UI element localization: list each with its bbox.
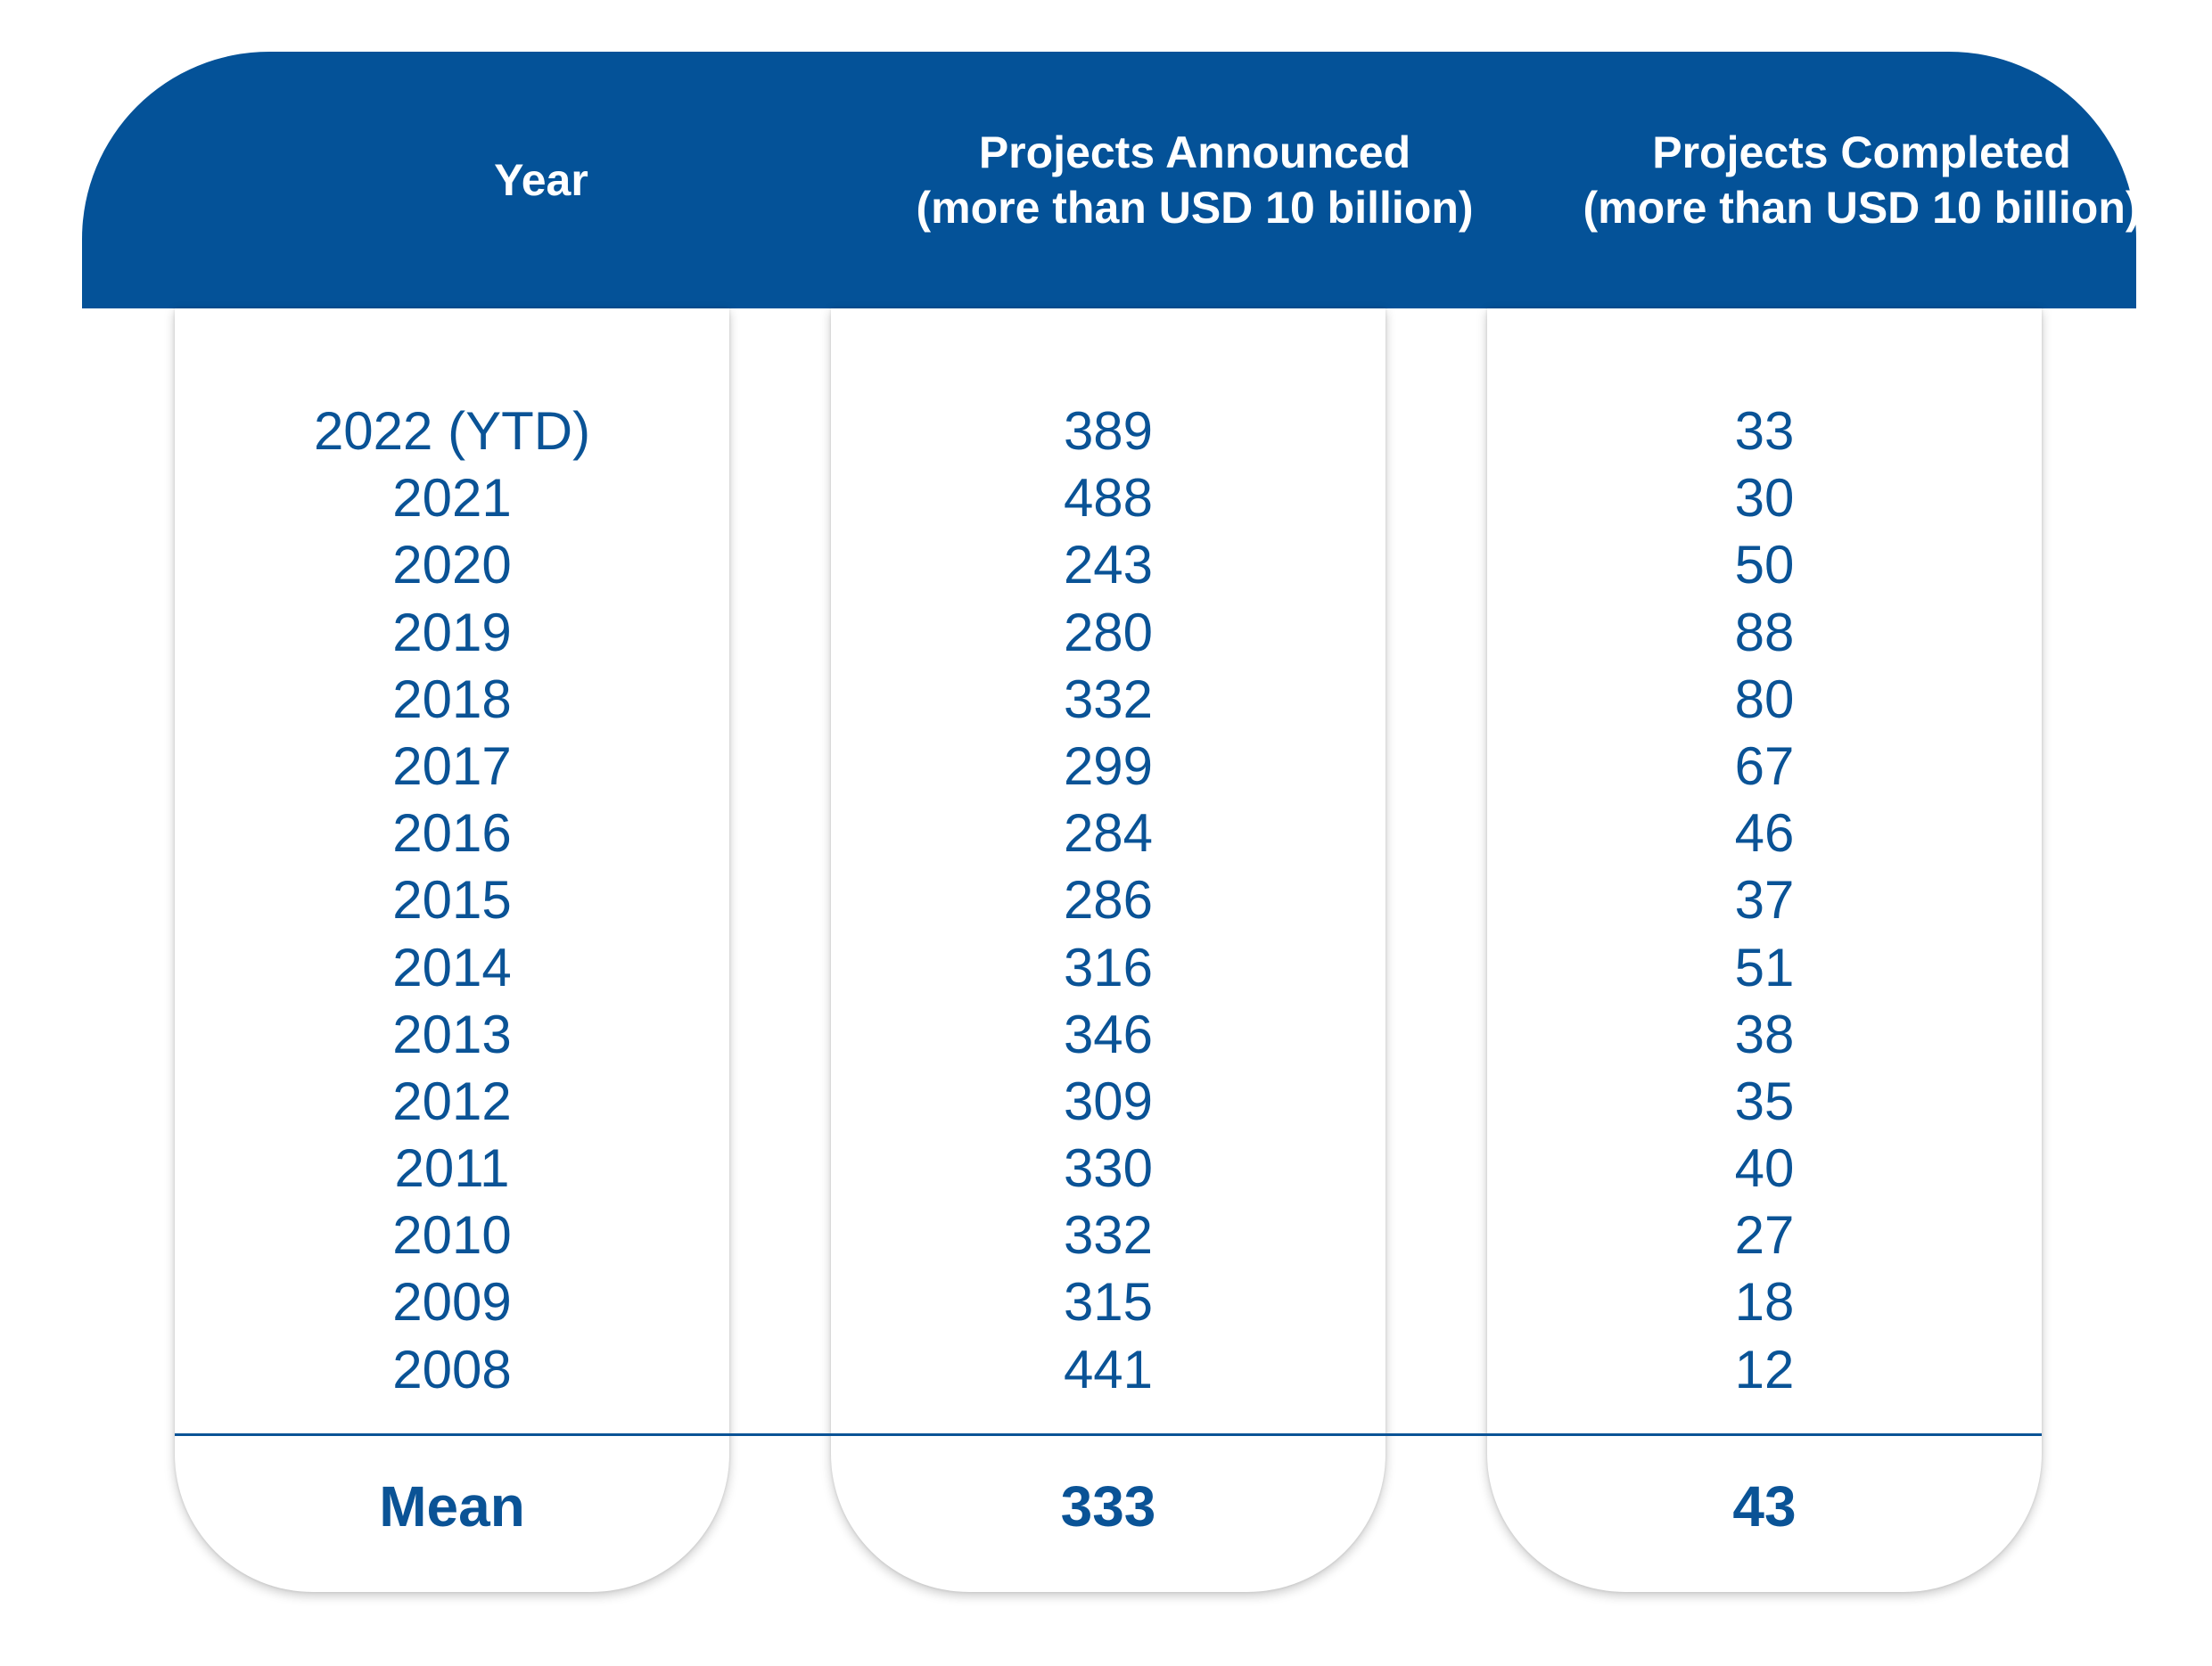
year-cell: 2019 — [392, 602, 512, 662]
table-header: Year Projects Announced (more than USD 1… — [82, 52, 2141, 308]
completed-cell: 50 — [1734, 535, 1795, 595]
announced-cell: 299 — [1063, 735, 1154, 796]
completed-cell: 37 — [1734, 870, 1795, 931]
completed-cell: 12 — [1734, 1339, 1795, 1399]
completed-cell: 30 — [1734, 468, 1795, 529]
announced-cell: 441 — [1063, 1339, 1154, 1399]
header-year: Year — [278, 52, 804, 308]
year-cell: 2011 — [394, 1138, 510, 1199]
announced-cell: 309 — [1063, 1071, 1154, 1131]
announced-cell: 316 — [1063, 937, 1154, 997]
completed-cell: 67 — [1734, 735, 1795, 796]
header-completed-line2: (more than USD 10 billion) — [1583, 183, 2141, 233]
year-cell: 2010 — [392, 1205, 512, 1266]
year-cell: 2017 — [392, 735, 512, 796]
announced-cell: 346 — [1063, 1004, 1154, 1064]
year-cell: 2014 — [392, 937, 512, 997]
year-cell: 2021 — [392, 468, 512, 529]
announced-cell: 389 — [1063, 401, 1154, 461]
year-cell: 2012 — [392, 1071, 512, 1131]
year-column-values: 2022 (YTD) 2021 2020 2019 2018 2017 2016 2015 20… — [175, 398, 729, 1403]
completed-cell: 46 — [1734, 803, 1795, 864]
completed-cell: 27 — [1734, 1205, 1795, 1266]
completed-cell: 40 — [1734, 1138, 1795, 1199]
header-completed-line1: Projects Completed — [1652, 127, 2071, 177]
year-cell: 2018 — [392, 669, 512, 729]
announced-cell: 243 — [1063, 535, 1154, 595]
announced-cell: 332 — [1063, 1205, 1154, 1266]
announced-column-card — [831, 308, 1386, 1592]
announced-cell: 315 — [1063, 1272, 1154, 1333]
completed-cell: 33 — [1734, 401, 1795, 461]
completed-cell: 51 — [1734, 937, 1795, 997]
announced-cell: 280 — [1063, 602, 1154, 662]
announced-cell: 284 — [1063, 803, 1154, 864]
mean-label: Mean — [379, 1474, 525, 1539]
mean-announced-value: 333 — [1060, 1474, 1156, 1539]
year-cell: 2020 — [392, 535, 512, 595]
announced-column-values: 389 488 243 280 332 299 284 286 316 346 309 330 332 3… — [831, 398, 1386, 1403]
announced-cell: 488 — [1063, 468, 1154, 529]
announced-cell: 332 — [1063, 669, 1154, 729]
year-column-card — [175, 308, 729, 1592]
header-year-label: Year — [494, 155, 588, 205]
year-cell: 2013 — [392, 1004, 512, 1064]
year-cell: 2022 (YTD) — [313, 401, 591, 461]
year-cell: 2008 — [392, 1339, 512, 1399]
completed-cell: 18 — [1734, 1272, 1795, 1333]
mean-completed-value: 43 — [1732, 1474, 1797, 1539]
header-announced-line1: Projects Announced — [978, 127, 1411, 177]
header-announced-line2: (more than USD 10 billion) — [916, 183, 1474, 233]
header-projects-completed: Projects Completed (more than USD 10 bil… — [1505, 52, 2212, 308]
completed-cell: 38 — [1734, 1004, 1795, 1064]
mean-divider — [175, 1433, 2042, 1436]
year-cell: 2009 — [392, 1272, 512, 1333]
announced-cell: 286 — [1063, 870, 1154, 931]
announced-cell: 330 — [1063, 1138, 1154, 1199]
year-cell: 2016 — [392, 803, 512, 864]
completed-cell: 35 — [1734, 1071, 1795, 1131]
completed-column-values: 33 30 50 88 80 67 46 37 51 38 35 40 27 18 12 — [1487, 398, 2042, 1403]
completed-cell: 88 — [1734, 602, 1795, 662]
completed-column-card — [1487, 308, 2042, 1592]
header-projects-announced: Projects Announced (more than USD 10 bil… — [838, 52, 1551, 308]
year-cell: 2015 — [392, 870, 512, 931]
completed-cell: 80 — [1734, 669, 1795, 729]
